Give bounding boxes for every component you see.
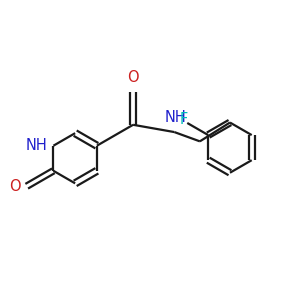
Text: O: O (10, 179, 21, 194)
Text: F: F (180, 112, 188, 127)
Text: O: O (127, 70, 139, 85)
Text: NH: NH (164, 110, 186, 125)
Text: NH: NH (26, 138, 47, 153)
